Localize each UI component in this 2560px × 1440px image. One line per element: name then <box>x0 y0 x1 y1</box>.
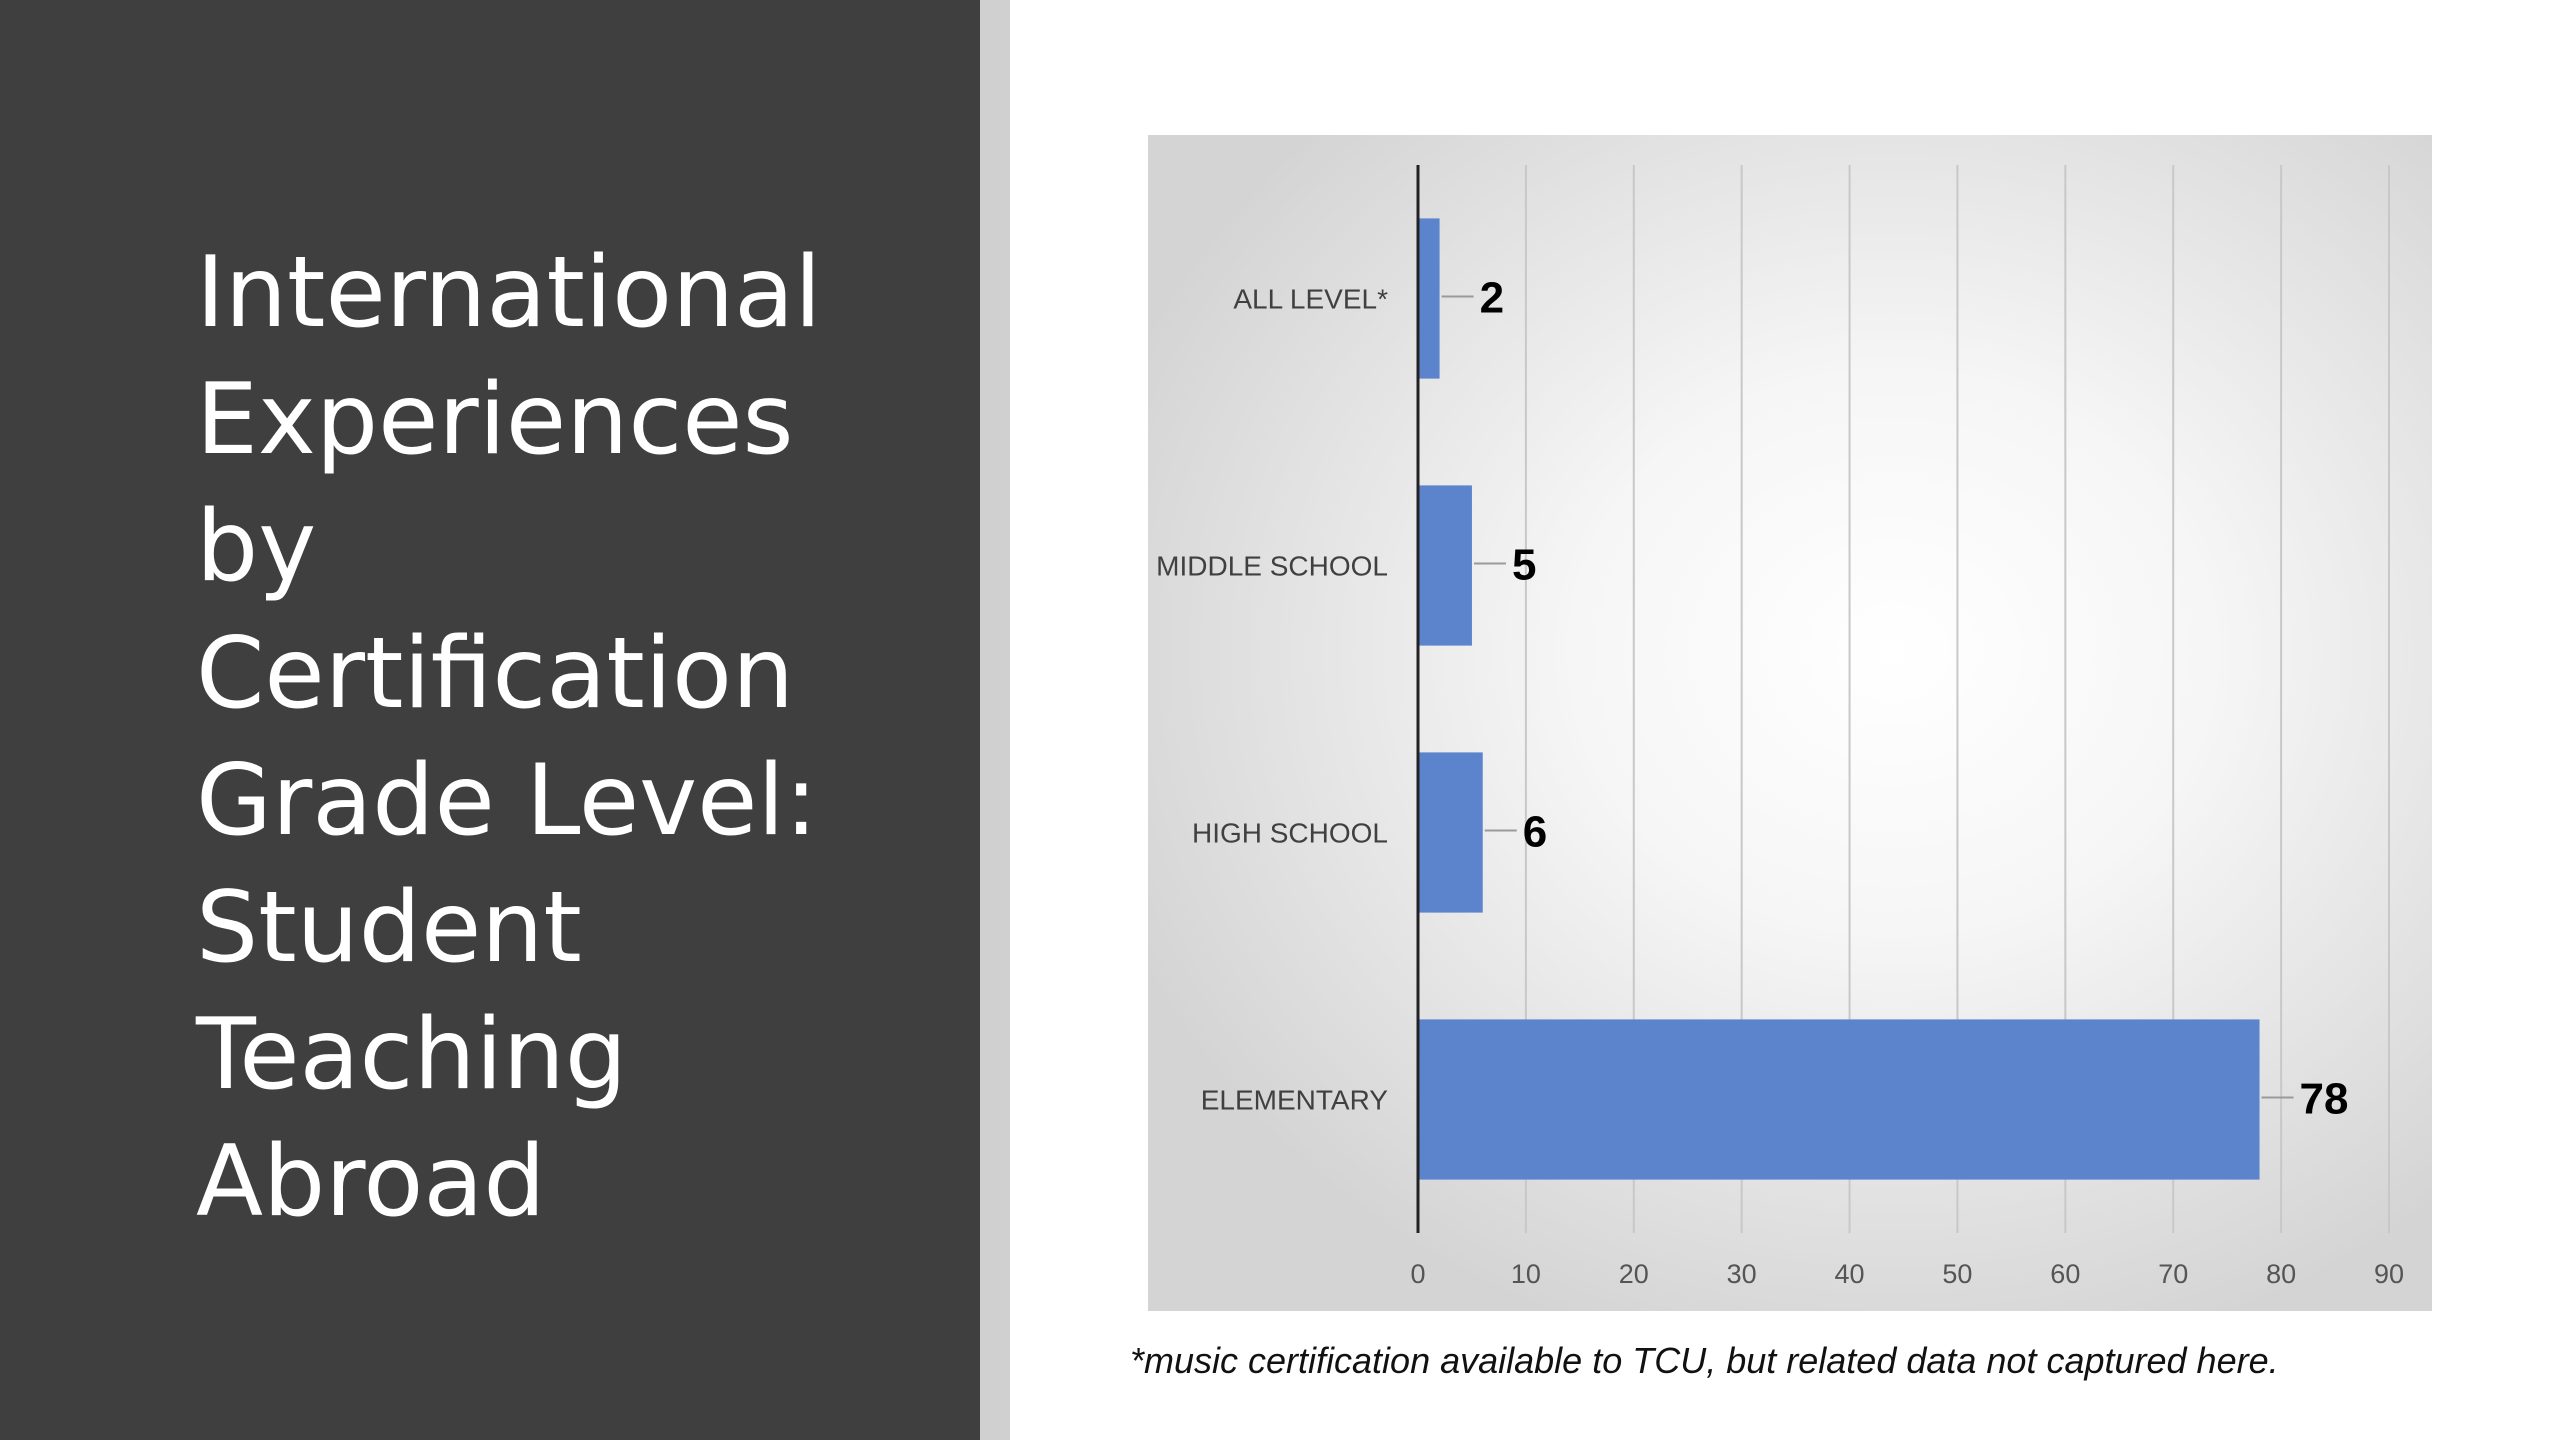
chart-area: 0 10 20 30 40 50 60 70 80 90 ALL LEVEL* 2 MIDDLE SCH… <box>1148 135 2432 1311</box>
x-tick-label: 10 <box>1511 1259 1541 1289</box>
bar <box>1418 752 1483 913</box>
bar <box>1418 485 1472 646</box>
footnote: *music certification available to TCU, b… <box>1130 1340 2279 1381</box>
panel-divider <box>980 0 1010 1440</box>
bar-chart: 0 10 20 30 40 50 60 70 80 90 ALL LEVEL* 2 MIDDLE SCH… <box>1156 165 2404 1289</box>
title-line: Certification <box>196 617 795 731</box>
x-tick-label: 20 <box>1619 1259 1649 1289</box>
category-label: MIDDLE SCHOOL <box>1156 551 1388 582</box>
x-tick-label: 90 <box>2374 1259 2404 1289</box>
slide-title: International Experiences by Certificati… <box>196 230 956 1246</box>
x-tick-label: 0 <box>1410 1259 1425 1289</box>
x-tick-label: 30 <box>1727 1259 1757 1289</box>
title-line: Teaching <box>196 998 628 1112</box>
x-tick-label: 70 <box>2158 1259 2188 1289</box>
x-tick-label: 60 <box>2050 1259 2080 1289</box>
x-tick-label: 40 <box>1835 1259 1865 1289</box>
title-line: Grade Level: <box>196 744 818 858</box>
x-tick-label: 50 <box>1942 1259 1972 1289</box>
category-label: ELEMENTARY <box>1201 1085 1389 1116</box>
title-panel: International Experiences by Certificati… <box>0 0 980 1440</box>
x-tick-label: 80 <box>2266 1259 2296 1289</box>
title-line: Student <box>196 871 582 985</box>
category-label: HIGH SCHOOL <box>1192 818 1388 849</box>
title-line: Abroad <box>196 1125 546 1239</box>
title-line: International <box>196 236 822 350</box>
bar <box>1418 218 1440 379</box>
title-line: by <box>196 490 317 604</box>
category-label: ALL LEVEL* <box>1233 284 1388 315</box>
title-line: Experiences <box>196 363 794 477</box>
bar <box>1418 1019 2260 1180</box>
data-label: 5 <box>1512 541 1536 590</box>
data-label: 78 <box>2300 1075 2349 1124</box>
data-label: 2 <box>1480 274 1504 323</box>
data-label: 6 <box>1523 808 1547 857</box>
